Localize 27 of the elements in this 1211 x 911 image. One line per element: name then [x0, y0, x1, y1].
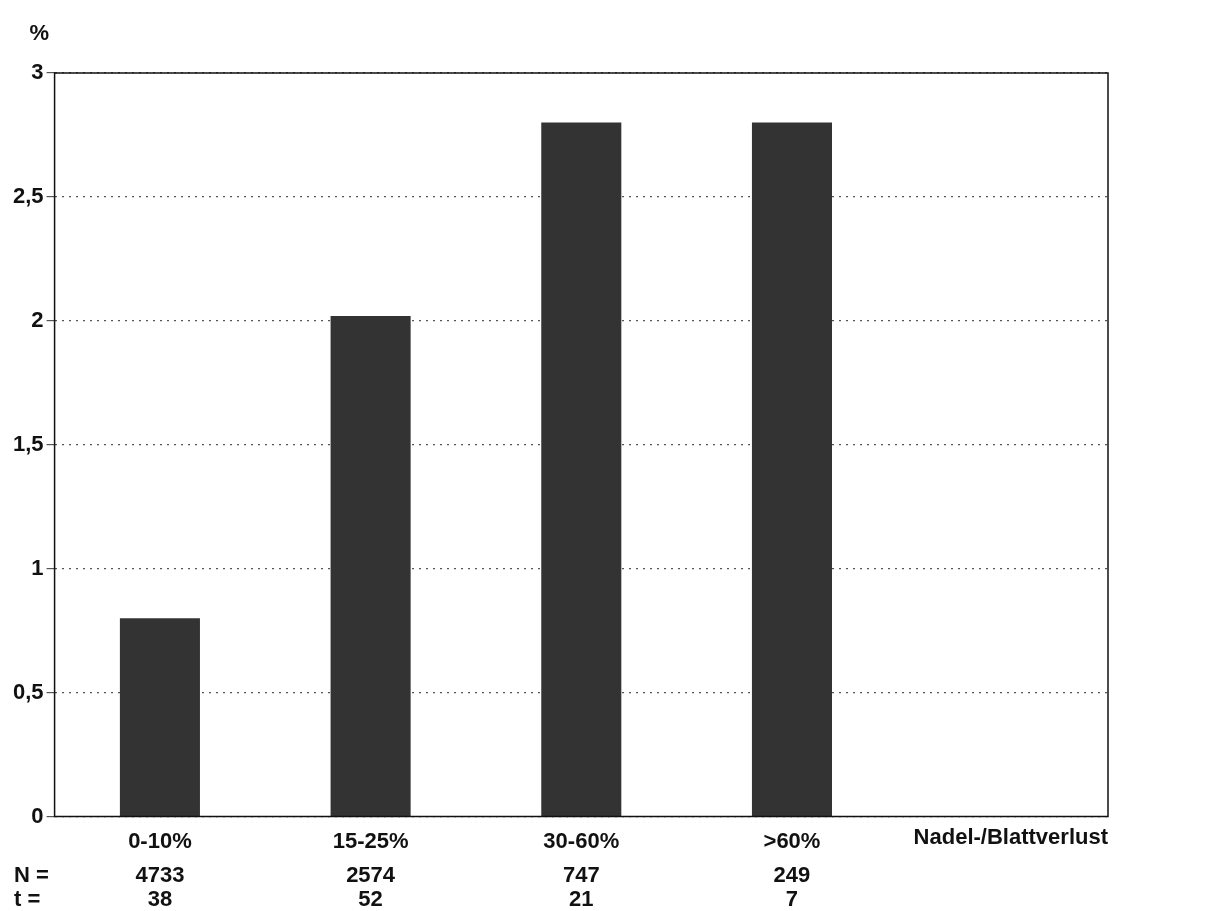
text: 4733 — [135, 861, 185, 887]
x-tick-label: 30-60% — [543, 827, 620, 853]
y-axis-title: % — [29, 20, 50, 46]
text: 7 — [785, 885, 799, 911]
text: t = — [14, 885, 41, 911]
bar — [330, 315, 411, 816]
y-tick-label: 3 — [31, 59, 44, 85]
text: N = — [14, 861, 49, 887]
y-tick-label: 2 — [31, 306, 44, 332]
text: 747 — [562, 861, 600, 887]
text: 21 — [569, 885, 594, 911]
y-tick-label: 2,5 — [12, 183, 44, 208]
text: 249 — [773, 861, 811, 887]
y-tick-label: 0,5 — [12, 678, 44, 704]
x-tick-label: 0-10% — [128, 827, 192, 853]
x-tick-label: >60% — [763, 827, 821, 853]
y-tick-label: 1 — [31, 554, 44, 580]
text: 2574 — [346, 861, 396, 887]
y-tick-label: 1,5 — [12, 430, 44, 456]
x-axis-title: Nadel-/Blattverlust — [913, 823, 1109, 849]
bar — [119, 618, 200, 816]
bar — [751, 122, 833, 816]
x-tick-label: 15-25% — [332, 827, 409, 853]
y-tick-label: 0 — [31, 802, 44, 828]
bar — [541, 122, 622, 816]
text: 52 — [358, 885, 383, 911]
text: 38 — [147, 885, 173, 911]
